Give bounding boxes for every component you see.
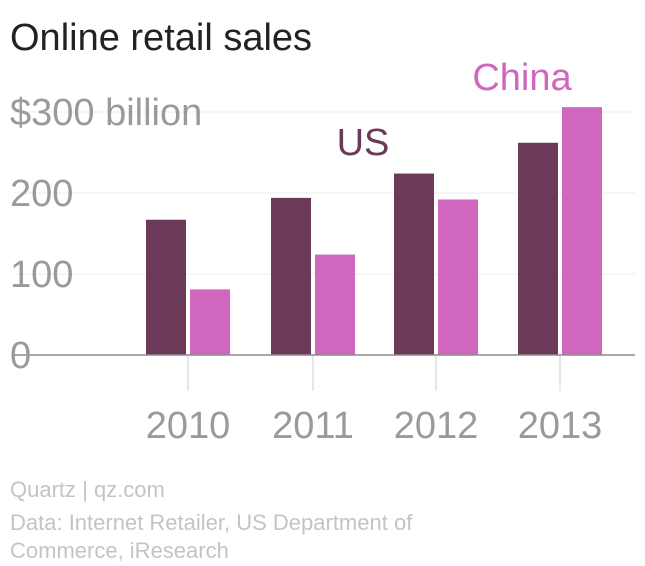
x-tick-label-2010: 2010 [146,405,231,447]
bar-us-2012 [394,173,434,355]
x-tick-label-2011: 2011 [272,405,354,447]
bar-china-2011 [315,254,355,355]
series-label-china: China [472,57,572,99]
bar-us-2011 [271,197,311,355]
y-tick-label-300: $300 billion [10,92,202,134]
y-tick-label-0: 0 [10,335,31,377]
footer-source-line-1: Data: Internet Retailer, US Department o… [10,510,413,535]
x-tick-label-2012: 2012 [394,405,479,447]
bar-china-2013 [562,107,602,355]
bar-us-2013 [518,142,558,355]
tick-labels: $300 billion 200 100 0 2010 2011 2012 2013 US Chi… [10,57,602,447]
y-tick-label-200: 200 [10,173,73,215]
bars [146,107,602,355]
y-tick-label-100: 100 [10,254,73,296]
bar-china-2010 [190,289,230,355]
footer-source-line-2: Commerce, iResearch [10,538,229,563]
chart-title: Online retail sales [10,17,312,59]
bar-us-2010 [146,219,186,355]
footer-credit: Quartz | qz.com [10,477,165,502]
axes [14,354,635,391]
x-tick-label-2013: 2013 [518,405,603,447]
series-label-us: US [337,122,390,164]
bar-china-2012 [438,199,478,355]
